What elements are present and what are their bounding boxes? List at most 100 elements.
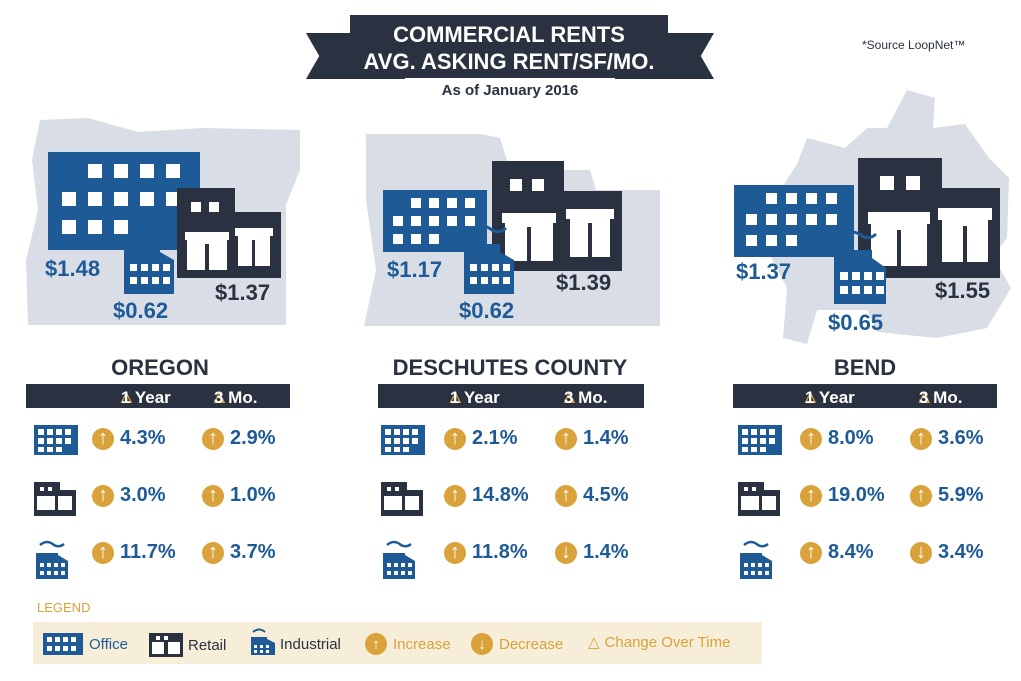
stat-three-mo: ↓ 1.4% — [555, 541, 629, 564]
stat-one-year: ↑ 11.7% — [92, 541, 176, 564]
legend-change: △ Change Over Time — [588, 633, 731, 652]
stat-value: 5.9% — [938, 484, 984, 506]
legend-title: LEGEND — [37, 600, 91, 615]
title-line1: COMMERCIAL RENTS — [393, 22, 625, 47]
arrow-up-icon: ↑ — [555, 427, 577, 450]
stat-three-mo: ↑ 5.9% — [910, 484, 984, 507]
stat-value: 8.4% — [828, 541, 874, 563]
legend-decrease: ↓ Decrease — [471, 633, 563, 655]
arrow-down-icon: ↓ — [910, 541, 932, 564]
legend-retail-label: Retail — [188, 636, 227, 654]
stat-three-mo: ↑ 1.0% — [202, 484, 276, 507]
stat-value: 3.4% — [938, 541, 984, 563]
retail-building-icon — [177, 188, 281, 283]
stat-three-mo: ↑ 3.7% — [202, 541, 276, 564]
stat-one-year: ↑ 19.0% — [800, 484, 885, 507]
stat-three-mo: ↑ 3.6% — [910, 427, 984, 450]
stat-value: 4.3% — [120, 427, 166, 449]
legend-industrial-label: Industrial — [280, 635, 341, 653]
stat-one-year: ↑ 2.1% — [444, 427, 518, 450]
factory-icon — [828, 228, 890, 309]
change-triangle-icon: △ — [214, 388, 225, 404]
stat-three-mo: ↑ 1.4% — [555, 427, 629, 450]
stat-value: 4.5% — [583, 484, 629, 506]
stat-value: 3.0% — [120, 484, 166, 506]
arrow-up-icon: ↑ — [92, 541, 114, 564]
legend-change-label: Change Over Time — [604, 633, 731, 651]
office-building-icon — [48, 152, 200, 255]
title-line2: AVG. ASKING RENT/SF/MO. — [363, 49, 655, 74]
bend-column-header: △ 1 Year △ 3 Mo. — [733, 384, 997, 408]
change-triangle-icon: △ — [121, 388, 132, 404]
stat-one-year: ↑ 11.8% — [444, 541, 528, 564]
arrow-up-icon: ↑ — [444, 427, 466, 450]
office-icon — [34, 425, 78, 460]
arrow-up-icon: ↑ — [92, 484, 114, 507]
legend-increase: ↑ Increase — [365, 633, 451, 655]
stat-value: 2.9% — [230, 427, 276, 449]
stat-value: 3.6% — [938, 427, 984, 449]
stat-value: 1.4% — [583, 541, 629, 563]
legend-industrial: Industrial — [249, 628, 341, 655]
bend-industrial-price: $0.65 — [828, 310, 884, 335]
stat-three-mo: ↑ 4.5% — [555, 484, 629, 507]
stat-value: 1.4% — [583, 427, 629, 449]
stat-value: 11.7% — [120, 541, 176, 563]
oregon-retail-price: $1.37 — [215, 280, 271, 305]
change-triangle-icon: △ — [919, 388, 930, 404]
arrow-up-icon: ↑ — [444, 541, 466, 564]
stat-one-year: ↑ 8.4% — [800, 541, 874, 564]
stat-three-mo: ↑ 2.9% — [202, 427, 276, 450]
deschutes-column-header: △ 1 Year △ 3 Mo. — [378, 384, 644, 408]
region-title-deschutes: DESCHUTES COUNTY — [392, 355, 628, 380]
industrial-icon — [738, 539, 772, 584]
change-triangle-icon: △ — [450, 388, 461, 404]
arrow-up-icon: ↑ — [92, 427, 114, 450]
col-3mo-label: 3 Mo. — [564, 388, 608, 407]
arrow-up-icon: ↑ — [800, 541, 822, 564]
change-triangle-icon: △ — [588, 634, 600, 651]
retail-icon — [738, 482, 780, 521]
col-3mo-label: 3 Mo. — [919, 388, 963, 407]
stat-value: 1.0% — [230, 484, 276, 506]
retail-icon — [149, 633, 183, 657]
deschutes-industrial-price: $0.62 — [459, 298, 515, 323]
arrow-up-icon: ↑ — [555, 484, 577, 507]
office-icon — [738, 425, 782, 460]
arrow-up-icon: ↑ — [910, 484, 932, 507]
stat-value: 14.8% — [472, 484, 529, 506]
region-title-bend: BEND — [833, 355, 897, 380]
deschutes-office-price: $1.17 — [387, 257, 443, 282]
legend: Office Retail Industrial ↑ Increase ↓ De… — [33, 622, 762, 664]
factory-icon — [118, 224, 178, 299]
arrow-up-icon: ↑ — [800, 484, 822, 507]
oregon-office-price: $1.48 — [45, 256, 101, 281]
office-icon — [381, 425, 425, 460]
legend-retail: Retail — [149, 633, 226, 657]
bend-retail-price: $1.55 — [935, 278, 991, 303]
retail-icon — [381, 482, 423, 521]
bend-office-price: $1.37 — [736, 259, 792, 284]
industrial-icon — [381, 539, 415, 584]
stat-value: 8.0% — [828, 427, 874, 449]
arrow-up-icon: ↑ — [910, 427, 932, 450]
office-icon — [43, 633, 83, 655]
retail-building-icon — [858, 158, 1000, 283]
change-triangle-icon: △ — [805, 388, 816, 404]
oregon-industrial-price: $0.62 — [113, 298, 169, 323]
col-3mo-label: 3 Mo. — [214, 388, 258, 407]
arrow-up-icon: ↑ — [365, 633, 387, 655]
retail-icon — [34, 482, 76, 521]
source-note: *Source LoopNet™ — [862, 38, 966, 52]
stat-one-year: ↑ 8.0% — [800, 427, 874, 450]
oregon-column-header: △ 1 Year △ 3 Mo. — [26, 384, 290, 408]
legend-decrease-label: Decrease — [499, 635, 564, 653]
stat-value: 3.7% — [230, 541, 276, 563]
stat-value: 2.1% — [472, 427, 518, 449]
arrow-up-icon: ↑ — [202, 484, 224, 507]
retail-building-icon — [492, 161, 622, 276]
arrow-up-icon: ↑ — [202, 541, 224, 564]
legend-increase-label: Increase — [393, 635, 451, 653]
stat-one-year: ↑ 3.0% — [92, 484, 166, 507]
stat-value: 19.0% — [828, 484, 885, 506]
